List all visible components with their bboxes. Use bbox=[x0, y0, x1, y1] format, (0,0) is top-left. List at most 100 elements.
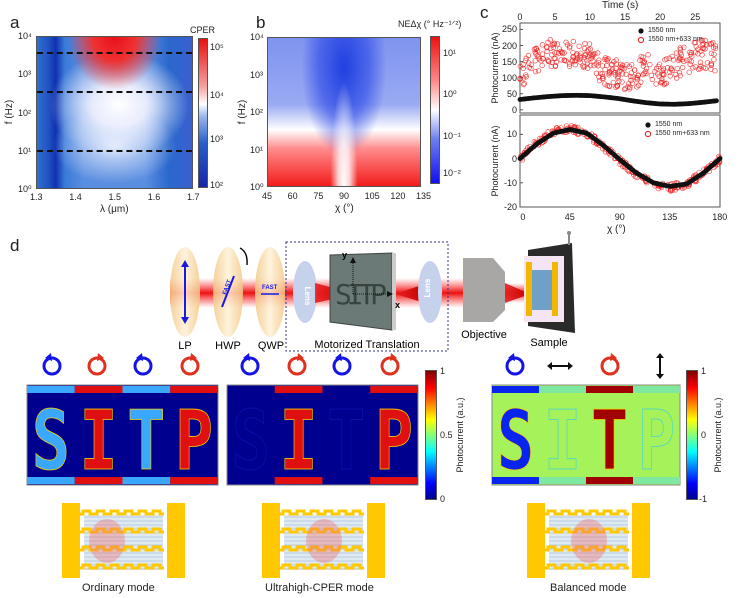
red-data-point bbox=[614, 83, 620, 89]
colorbar-tick: 10⁰ bbox=[443, 89, 457, 99]
sitp-mask-plate: SITP y x bbox=[329, 250, 400, 331]
y-tick-label: 10⁰ bbox=[250, 182, 264, 192]
lcp-polarization-icon bbox=[240, 353, 260, 376]
x-tick-label: 90 bbox=[614, 212, 625, 222]
red-data-point bbox=[551, 41, 557, 47]
red-data-point bbox=[561, 57, 567, 63]
red-data-point bbox=[699, 42, 705, 48]
colorbar-tick: 10³ bbox=[210, 134, 224, 144]
letter-bar bbox=[633, 386, 680, 393]
red-data-point bbox=[628, 73, 634, 80]
map-letter: P bbox=[638, 394, 676, 489]
colorbar-title: NEΔχ (° Hz⁻¹ᐟ²) bbox=[398, 19, 462, 29]
red-data-point bbox=[653, 81, 659, 87]
red-data-point bbox=[596, 77, 603, 84]
red-data-point bbox=[647, 61, 653, 68]
electrode bbox=[62, 503, 80, 578]
legend-marker-black bbox=[645, 122, 651, 128]
red-data-point bbox=[545, 58, 551, 64]
letter-bar bbox=[539, 477, 586, 484]
red-data-point bbox=[661, 71, 667, 77]
laser-spot bbox=[571, 519, 607, 563]
colorbar-title: Photocurrent (a.u.) bbox=[455, 397, 465, 473]
letter-bar bbox=[27, 386, 75, 393]
red-data-point bbox=[540, 56, 547, 62]
dashed-line bbox=[37, 91, 192, 93]
red-data-point bbox=[607, 68, 613, 75]
letter-bar bbox=[74, 386, 123, 393]
x-tick-label: 135 bbox=[662, 212, 678, 222]
mode-caption: Ordinary mode bbox=[82, 582, 155, 594]
x-tick-label: 1.3 bbox=[30, 192, 43, 202]
red-data-point bbox=[599, 63, 606, 69]
letter-bar bbox=[74, 477, 123, 484]
legend-entry: 1550 nm bbox=[655, 121, 683, 128]
red-data-point bbox=[587, 52, 593, 58]
red-data-point bbox=[587, 62, 594, 69]
colorbar-tick: 0 bbox=[440, 494, 446, 504]
red-data-point bbox=[635, 73, 641, 79]
letter-bar bbox=[274, 477, 323, 484]
letter-bar bbox=[633, 477, 680, 484]
red-data-point bbox=[660, 67, 666, 73]
y-tick-label: 50 bbox=[506, 88, 517, 99]
red-data-point bbox=[641, 58, 647, 64]
red-data-point bbox=[681, 58, 687, 65]
red-data-point bbox=[702, 37, 708, 43]
map-letter: T bbox=[591, 394, 629, 489]
nedchi-heatmap bbox=[267, 37, 421, 187]
red-data-point bbox=[552, 50, 558, 56]
red-data-point bbox=[711, 51, 717, 57]
x-tick-label: 105 bbox=[364, 191, 380, 201]
y-tick-label: 10¹ bbox=[250, 144, 264, 155]
motorized-translation-box bbox=[285, 241, 449, 352]
red-data-point bbox=[539, 42, 546, 48]
red-data-point bbox=[517, 63, 523, 69]
x-tick-label: 0 bbox=[517, 12, 523, 22]
colorbar-tick: -1 bbox=[699, 494, 708, 504]
x-tick-label: 1.6 bbox=[147, 192, 161, 202]
red-data-point bbox=[702, 46, 708, 52]
electrode bbox=[167, 503, 185, 578]
red-data-point bbox=[673, 50, 680, 56]
red-data-point bbox=[618, 61, 624, 67]
red-data-point bbox=[592, 51, 598, 57]
red-data-point bbox=[583, 51, 589, 58]
red-data-point bbox=[629, 80, 636, 86]
qwp-label: QWP bbox=[258, 340, 284, 352]
red-data-point bbox=[663, 80, 670, 86]
red-data-point bbox=[570, 38, 577, 45]
red-data-point bbox=[686, 69, 692, 75]
map-letter: P bbox=[175, 394, 213, 489]
red-data-point bbox=[613, 65, 619, 71]
map-letter: T bbox=[127, 394, 165, 489]
y-tick-label: 0 bbox=[511, 104, 517, 115]
red-data-point bbox=[688, 58, 694, 65]
vertical-polarization-icon bbox=[656, 353, 664, 379]
red-data-point bbox=[645, 52, 651, 58]
red-data-point bbox=[659, 76, 665, 82]
red-data-point bbox=[660, 65, 667, 72]
red-data-point bbox=[641, 70, 647, 76]
red-data-point bbox=[625, 84, 631, 90]
objective-lens bbox=[463, 258, 505, 322]
red-data-point bbox=[585, 47, 592, 53]
map-letter: I bbox=[280, 394, 318, 489]
red-data-point bbox=[532, 69, 539, 75]
red-data-point bbox=[559, 49, 565, 55]
red-data-point bbox=[531, 46, 538, 52]
rotation-arrow-icon bbox=[239, 247, 248, 266]
red-data-point bbox=[576, 43, 582, 49]
red-data-point bbox=[643, 65, 650, 72]
red-data-point bbox=[652, 68, 658, 75]
red-data-point bbox=[566, 45, 573, 51]
red-data-point bbox=[589, 51, 596, 57]
electrode bbox=[527, 503, 545, 578]
red-data-point bbox=[622, 85, 628, 91]
red-data-point bbox=[669, 53, 675, 60]
red-data-point bbox=[676, 57, 682, 64]
red-data-point bbox=[624, 61, 630, 68]
red-data-point bbox=[554, 41, 561, 47]
red-data-point bbox=[692, 40, 699, 46]
